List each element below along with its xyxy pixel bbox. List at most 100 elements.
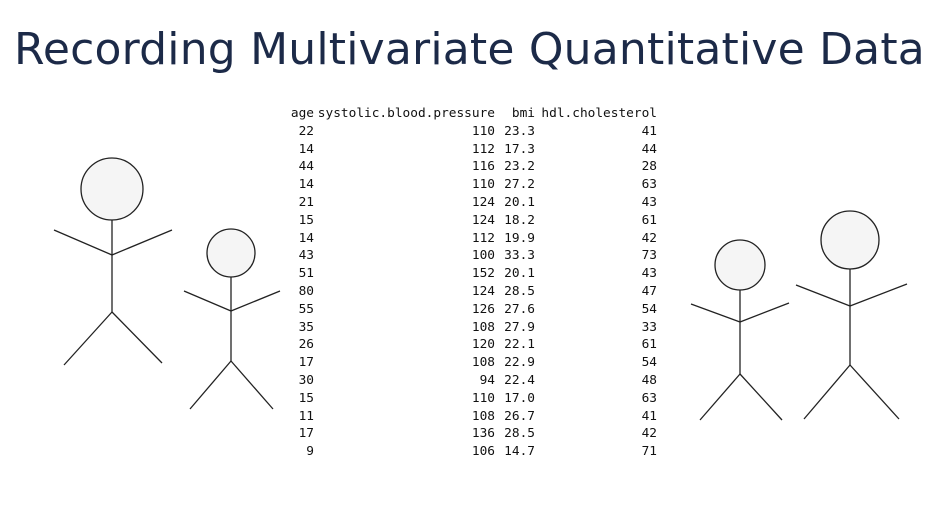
column-header-hdl-cholesterol: hdl.cholesterol (541, 106, 657, 121)
cell-age: 30 (298, 372, 314, 388)
cell-bmi: 20.1 (504, 194, 535, 210)
cell-systolic-blood-pressure: 112 (471, 141, 495, 157)
cell-age: 44 (298, 159, 314, 175)
cell-systolic-blood-pressure: 108 (471, 319, 495, 335)
table-row: 15 124 18.2 61 (284, 212, 657, 230)
table-row: 80 124 28.5 47 (284, 283, 657, 301)
cell-systolic-blood-pressure: 110 (471, 390, 495, 406)
cell-bmi: 28.5 (504, 283, 535, 299)
cell-age: 14 (298, 177, 314, 193)
cell-hdl-cholesterol: 47 (641, 283, 657, 299)
cell-hdl-cholesterol: 43 (641, 266, 657, 282)
table-row: 14 112 17.3 44 (284, 141, 657, 159)
cell-systolic-blood-pressure: 124 (471, 194, 495, 210)
table-row: 22 110 23.3 41 (284, 123, 657, 141)
cell-age: 80 (298, 283, 314, 299)
cell-hdl-cholesterol: 54 (641, 355, 657, 371)
cell-systolic-blood-pressure: 126 (471, 301, 495, 317)
table-row: 21 124 20.1 43 (284, 194, 657, 212)
cell-hdl-cholesterol: 63 (641, 390, 657, 406)
cell-systolic-blood-pressure: 110 (471, 177, 495, 193)
cell-systolic-blood-pressure: 100 (471, 248, 495, 264)
table-row: 43 100 33.3 73 (284, 247, 657, 265)
cell-hdl-cholesterol: 54 (641, 301, 657, 317)
cell-age: 14 (298, 141, 314, 157)
cell-hdl-cholesterol: 28 (641, 159, 657, 175)
stick-figure-right-short (690, 239, 790, 421)
column-header-systolic-blood-pressure: systolic.blood.pressure (317, 106, 495, 121)
cell-systolic-blood-pressure: 120 (471, 337, 495, 353)
table-row: 15 110 17.0 63 (284, 390, 657, 408)
cell-hdl-cholesterol: 33 (641, 319, 657, 335)
cell-hdl-cholesterol: 43 (641, 194, 657, 210)
cell-age: 14 (298, 230, 314, 246)
cell-hdl-cholesterol: 44 (641, 141, 657, 157)
cell-bmi: 19.9 (504, 230, 535, 246)
table-row: 35 108 27.9 33 (284, 319, 657, 337)
cell-systolic-blood-pressure: 116 (471, 159, 495, 175)
cell-systolic-blood-pressure: 108 (471, 355, 495, 371)
cell-systolic-blood-pressure: 110 (471, 123, 495, 139)
table-row: 26 120 22.1 61 (284, 336, 657, 354)
table-row: 55 126 27.6 54 (284, 301, 657, 319)
cell-bmi: 23.3 (504, 123, 535, 139)
data-table: age systolic.blood.pressure bmi hdl.chol… (284, 105, 657, 461)
table-body: 22 110 23.3 41 14 112 17.3 44 44 116 23.2 28 14 110 27… (284, 123, 657, 461)
table-row: 44 116 23.2 28 (284, 158, 657, 176)
cell-hdl-cholesterol: 42 (641, 426, 657, 442)
cell-age: 43 (298, 248, 314, 264)
column-header-age: age (290, 106, 314, 121)
cell-bmi: 17.3 (504, 141, 535, 157)
stick-figure-left-tall (53, 157, 173, 366)
cell-hdl-cholesterol: 41 (641, 123, 657, 139)
cell-age: 51 (298, 266, 314, 282)
cell-hdl-cholesterol: 42 (641, 230, 657, 246)
cell-bmi: 23.2 (504, 159, 535, 175)
cell-bmi: 14.7 (504, 444, 535, 460)
cell-hdl-cholesterol: 73 (641, 248, 657, 264)
cell-age: 15 (298, 212, 314, 228)
table-row: 14 112 19.9 42 (284, 230, 657, 248)
cell-age: 35 (298, 319, 314, 335)
cell-bmi: 22.1 (504, 337, 535, 353)
column-header-bmi: bmi (511, 106, 535, 121)
cell-age: 11 (298, 408, 314, 424)
cell-bmi: 18.2 (504, 212, 535, 228)
cell-bmi: 22.9 (504, 355, 535, 371)
cell-bmi: 20.1 (504, 266, 535, 282)
cell-bmi: 27.6 (504, 301, 535, 317)
table-row: 11 108 26.7 41 (284, 408, 657, 426)
cell-bmi: 26.7 (504, 408, 535, 424)
table-header-row: age systolic.blood.pressure bmi hdl.chol… (284, 105, 657, 123)
cell-hdl-cholesterol: 61 (641, 337, 657, 353)
cell-systolic-blood-pressure: 124 (471, 283, 495, 299)
table-row: 51 152 20.1 43 (284, 265, 657, 283)
cell-age: 15 (298, 390, 314, 406)
cell-systolic-blood-pressure: 152 (471, 266, 495, 282)
table-row: 30 94 22.4 48 (284, 372, 657, 390)
stick-figure-left-short (183, 228, 281, 410)
cell-age: 9 (306, 444, 314, 460)
cell-systolic-blood-pressure: 136 (471, 426, 495, 442)
stick-figure-right-tall (795, 210, 908, 420)
table-row: 17 136 28.5 42 (284, 425, 657, 443)
cell-systolic-blood-pressure: 94 (479, 372, 495, 388)
cell-hdl-cholesterol: 41 (641, 408, 657, 424)
table-row: 14 110 27.2 63 (284, 176, 657, 194)
cell-hdl-cholesterol: 63 (641, 177, 657, 193)
cell-systolic-blood-pressure: 112 (471, 230, 495, 246)
cell-age: 17 (298, 426, 314, 442)
slide-title: Recording Multivariate Quantitative Data (14, 24, 925, 75)
cell-hdl-cholesterol: 71 (641, 444, 657, 460)
cell-age: 55 (298, 301, 314, 317)
cell-systolic-blood-pressure: 108 (471, 408, 495, 424)
cell-hdl-cholesterol: 61 (641, 212, 657, 228)
table-row: 17 108 22.9 54 (284, 354, 657, 372)
cell-bmi: 17.0 (504, 390, 535, 406)
table-row: 9 106 14.7 71 (284, 443, 657, 461)
cell-age: 22 (298, 123, 314, 139)
cell-bmi: 28.5 (504, 426, 535, 442)
cell-bmi: 27.2 (504, 177, 535, 193)
cell-bmi: 22.4 (504, 372, 535, 388)
cell-systolic-blood-pressure: 124 (471, 212, 495, 228)
